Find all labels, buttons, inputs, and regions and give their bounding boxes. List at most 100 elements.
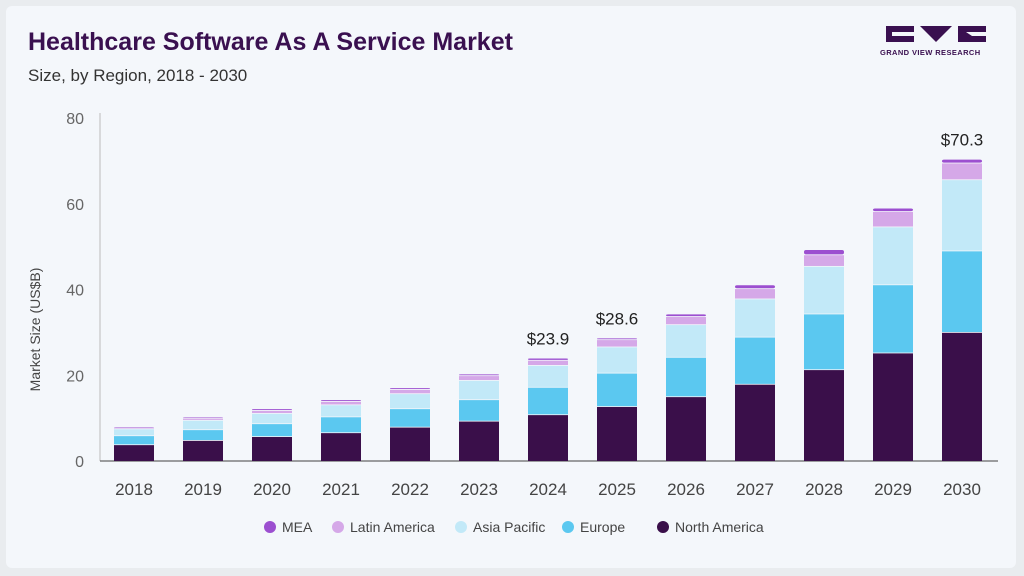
bar-segment-europe bbox=[597, 373, 637, 407]
x-tick-label: 2030 bbox=[943, 480, 981, 499]
bar-segment-north-america bbox=[597, 406, 637, 461]
logo-text: GRAND VIEW RESEARCH bbox=[880, 48, 981, 57]
bar-segment-north-america bbox=[873, 353, 913, 461]
x-tick-label: 2020 bbox=[253, 480, 291, 499]
bar-segment-north-america bbox=[252, 436, 292, 461]
y-tick-label: 80 bbox=[66, 111, 84, 128]
bar-segment-asia-pacific bbox=[321, 405, 361, 417]
bar-segment-asia-pacific bbox=[390, 394, 430, 409]
bar-segment-asia-pacific bbox=[873, 227, 913, 285]
x-tick-label: 2025 bbox=[598, 480, 636, 499]
y-tick-label: 0 bbox=[75, 454, 84, 471]
bar-segment-latin-america bbox=[942, 163, 982, 180]
bar-segment-north-america bbox=[114, 445, 154, 461]
bar-segment-mea bbox=[252, 409, 292, 411]
bar-segment-mea bbox=[459, 374, 499, 376]
bar-segment-asia-pacific bbox=[735, 299, 775, 337]
bar-segment-latin-america bbox=[804, 255, 844, 266]
bar-segment-asia-pacific bbox=[183, 420, 223, 430]
legend-marker-europe bbox=[562, 521, 574, 533]
bar-segment-latin-america bbox=[873, 211, 913, 227]
legend-marker-latin-america bbox=[332, 521, 344, 533]
x-tick-label: 2029 bbox=[874, 480, 912, 499]
x-tick-label: 2023 bbox=[460, 480, 498, 499]
x-tick-label: 2019 bbox=[184, 480, 222, 499]
bar-segment-asia-pacific bbox=[114, 429, 154, 436]
data-label: $70.3 bbox=[941, 131, 984, 150]
bar-segment-north-america bbox=[390, 427, 430, 461]
legend-marker-north-america bbox=[657, 521, 669, 533]
data-label: $23.9 bbox=[527, 330, 570, 349]
bar-segment-europe bbox=[735, 337, 775, 384]
grand-view-research-logo bbox=[886, 26, 986, 42]
x-tick-label: 2018 bbox=[115, 480, 153, 499]
bar-segment-north-america bbox=[942, 332, 982, 461]
x-tick-label: 2021 bbox=[322, 480, 360, 499]
x-tick-label: 2027 bbox=[736, 480, 774, 499]
chart-card: Healthcare Software As A Service Market … bbox=[6, 6, 1016, 568]
bar-segment-mea bbox=[597, 338, 637, 340]
legend-marker-mea bbox=[264, 521, 276, 533]
bar-segment-mea bbox=[735, 285, 775, 289]
bar-segment-mea bbox=[183, 417, 223, 418]
bar-segment-europe bbox=[873, 285, 913, 353]
bar-segment-north-america bbox=[528, 415, 568, 461]
bar-segment-latin-america bbox=[666, 316, 706, 325]
legend-label: Latin America bbox=[350, 519, 435, 535]
bar-segment-asia-pacific bbox=[459, 380, 499, 400]
bar-segment-north-america bbox=[321, 433, 361, 461]
bar-segment-asia-pacific bbox=[666, 325, 706, 357]
bar-segment-mea bbox=[321, 400, 361, 402]
bar-segment-latin-america bbox=[183, 418, 223, 420]
y-tick-label: 20 bbox=[66, 368, 84, 385]
bar-segment-latin-america bbox=[390, 389, 430, 394]
legend-label: Europe bbox=[580, 519, 625, 535]
x-tick-label: 2024 bbox=[529, 480, 567, 499]
bar-segment-latin-america bbox=[735, 289, 775, 299]
bar-segment-asia-pacific bbox=[942, 180, 982, 251]
x-tick-label: 2026 bbox=[667, 480, 705, 499]
bar-segment-mea bbox=[804, 250, 844, 255]
bar-segment-europe bbox=[321, 417, 361, 433]
bar-segment-latin-america bbox=[459, 376, 499, 381]
bar-segment-europe bbox=[183, 430, 223, 441]
y-tick-label: 40 bbox=[66, 283, 84, 300]
legend-label: Asia Pacific bbox=[473, 519, 545, 535]
legend-marker-asia-pacific bbox=[455, 521, 467, 533]
legend-label: MEA bbox=[282, 519, 313, 535]
x-tick-label: 2022 bbox=[391, 480, 429, 499]
data-label: $28.6 bbox=[596, 309, 639, 328]
bar-segment-europe bbox=[666, 357, 706, 397]
bar-segment-asia-pacific bbox=[252, 413, 292, 424]
bar-segment-latin-america bbox=[321, 401, 361, 405]
y-axis-label: Market Size (US$B) bbox=[27, 268, 43, 392]
bar-segment-europe bbox=[390, 409, 430, 427]
bar-segment-europe bbox=[459, 400, 499, 421]
bar-segment-north-america bbox=[459, 421, 499, 461]
chart-title: Healthcare Software As A Service Market bbox=[28, 28, 513, 56]
bar-segment-europe bbox=[804, 314, 844, 370]
bar-segment-europe bbox=[528, 387, 568, 415]
bar-segment-north-america bbox=[735, 384, 775, 461]
bar-segment-latin-america bbox=[597, 340, 637, 347]
legend-label: North America bbox=[675, 519, 764, 535]
chart-subtitle: Size, by Region, 2018 - 2030 bbox=[28, 66, 248, 85]
bar-segment-north-america bbox=[183, 440, 223, 461]
bar-segment-mea bbox=[666, 314, 706, 317]
bar-segment-mea bbox=[114, 427, 154, 428]
bar-segment-asia-pacific bbox=[597, 347, 637, 373]
bar-segment-latin-america bbox=[114, 427, 154, 429]
bar-segment-mea bbox=[390, 388, 430, 390]
bar-segment-mea bbox=[873, 208, 913, 212]
bar-segment-mea bbox=[528, 358, 568, 360]
bar-segment-europe bbox=[114, 436, 154, 445]
bar-segment-mea bbox=[942, 159, 982, 163]
bar-segment-north-america bbox=[804, 370, 844, 461]
bar-segment-europe bbox=[252, 424, 292, 437]
y-tick-label: 60 bbox=[66, 197, 84, 214]
bar-segment-latin-america bbox=[528, 360, 568, 366]
x-tick-label: 2028 bbox=[805, 480, 843, 499]
bar-segment-latin-america bbox=[252, 410, 292, 414]
bar-segment-north-america bbox=[666, 397, 706, 461]
